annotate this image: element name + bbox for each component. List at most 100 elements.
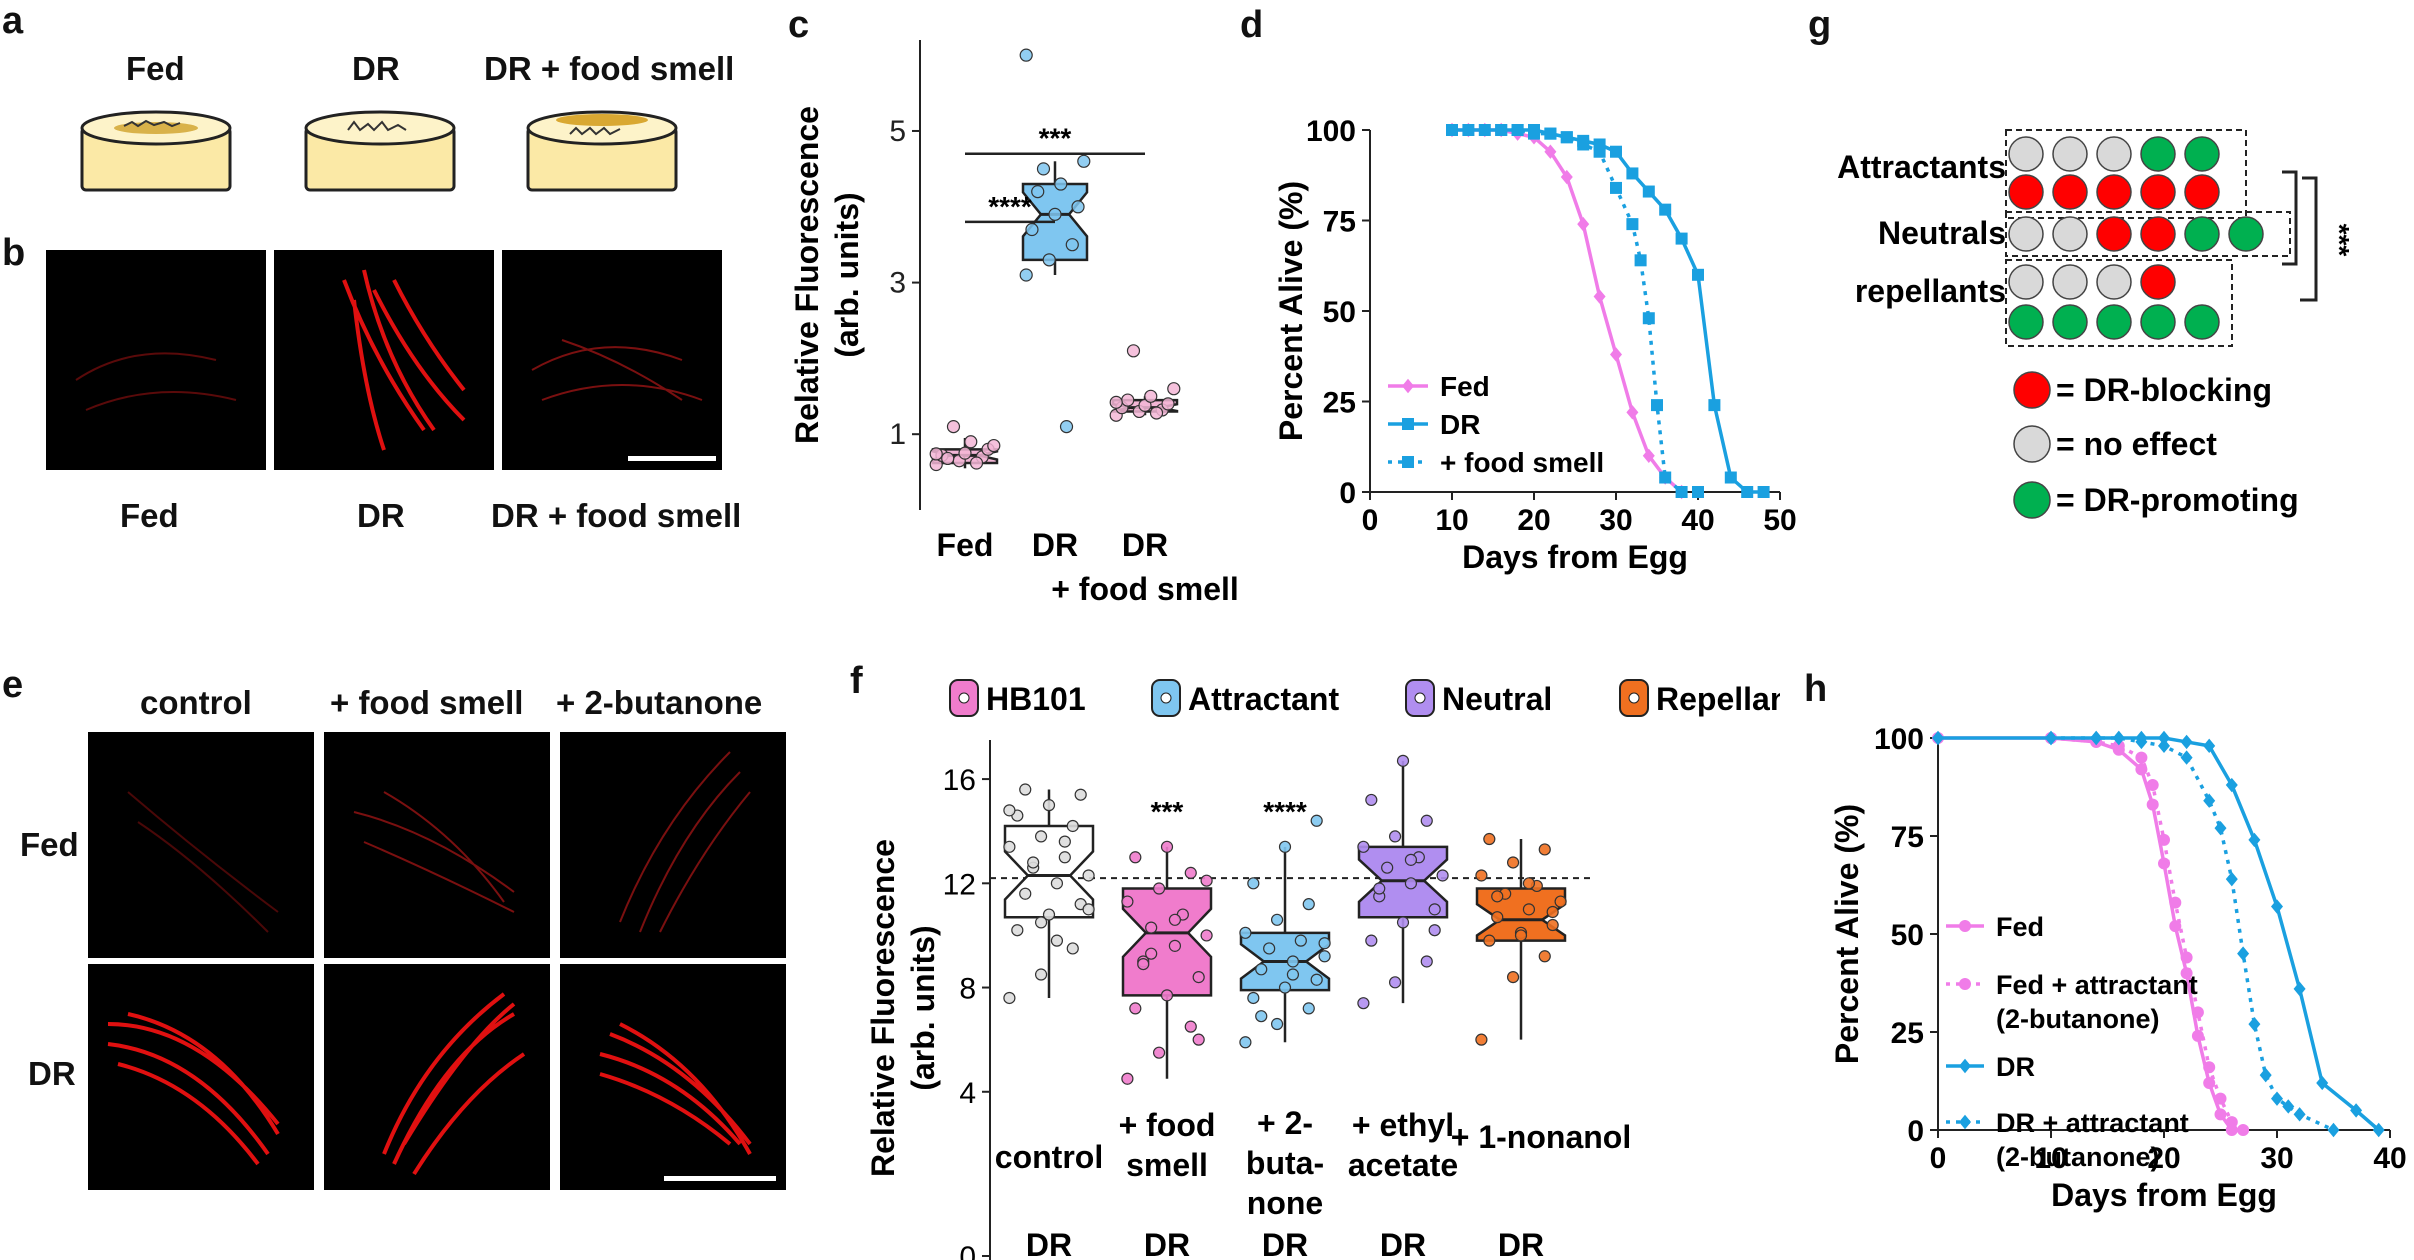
x-tick-label: 40: [2373, 1142, 2406, 1175]
effect-circle-green: [2184, 304, 2220, 340]
panel-label-f: f: [850, 660, 863, 702]
chart-f-boxplot: HB101 Attractant Neutral Repellant 0 4 8 12 16 Re…: [865, 679, 1780, 1260]
panel-g-summary: Attractants Neutrals repellants *** = DR-blo…: [1837, 129, 2355, 519]
legend-entry: Fed: [1946, 912, 2044, 942]
legend-dot: [958, 692, 970, 704]
micrograph-fed-2-butanone: [560, 732, 786, 958]
data-point: [1294, 934, 1307, 947]
y-tick-label: 3: [889, 267, 906, 300]
data-marker: [1560, 131, 1573, 144]
summary-grid: Attractants Neutrals repellants *** = DR-blo…: [1837, 129, 2355, 519]
significance-label: ****: [988, 191, 1032, 222]
data-marker: [1741, 486, 1754, 498]
y-tick-label: 0: [959, 1241, 976, 1260]
data-marker: [1495, 124, 1508, 136]
data-marker: [2214, 1092, 2227, 1105]
data-marker: [1577, 138, 1590, 151]
data-point: [1082, 903, 1095, 916]
data-point: [1168, 913, 1182, 926]
data-point: [1278, 981, 1292, 994]
data-point: [1059, 420, 1074, 434]
grid-row-label-dr: DR: [28, 1055, 76, 1092]
legend-label: = DR-blocking: [2056, 372, 2272, 408]
legend-label: Repellant: [1656, 681, 1780, 717]
data-point: [1270, 913, 1284, 926]
data-point: [1546, 905, 1559, 919]
x-tick-label: 50: [1763, 504, 1796, 537]
data-marker: [1577, 216, 1590, 232]
category-suffix: DR: [1498, 1227, 1544, 1260]
data-marker: [2135, 751, 2148, 764]
data-point: [1373, 882, 1386, 895]
data-point: [1071, 200, 1085, 214]
category-label: + 2-: [1257, 1105, 1313, 1141]
effect-circle-red: [2096, 216, 2132, 252]
data-point: [1144, 389, 1158, 403]
data-point: [1420, 814, 1433, 827]
data-point: [1066, 942, 1079, 955]
micrograph-label-fed: Fed: [120, 497, 179, 534]
legend-label: = DR-promoting: [2056, 482, 2299, 518]
data-marker: [1610, 347, 1622, 362]
data-point: [1137, 957, 1150, 971]
x-axis-label: Days from Egg: [2051, 1177, 2277, 1213]
y-tick-label: 75: [1891, 821, 1924, 854]
data-marker: [1932, 730, 1944, 746]
data-point: [1160, 989, 1174, 1002]
group-box-repellants: [2005, 259, 2233, 347]
significance-label: ***: [1039, 123, 1072, 154]
data-point: [1318, 950, 1331, 963]
data-marker: [2316, 1075, 2329, 1091]
data-point: [1365, 934, 1378, 947]
effect-circle-grey: [2008, 264, 2044, 300]
data-point: [1003, 804, 1016, 817]
data-marker: [2203, 1061, 2216, 1074]
data-marker: [2203, 738, 2216, 754]
grid-col-label-food-smell: + food smell: [330, 684, 524, 721]
data-point: [1042, 908, 1056, 921]
data-point: [1538, 843, 1551, 856]
box-fed: [929, 420, 1001, 472]
data-point: [1149, 406, 1164, 420]
data-marker: [2203, 1076, 2216, 1089]
data-point: [1310, 973, 1323, 986]
data-point: [1129, 851, 1142, 864]
legend-entry: = DR-blocking: [2013, 371, 2272, 409]
x-tick-label: 30: [1599, 504, 1632, 537]
legend-label: (2-butanone): [1996, 1004, 2159, 1034]
data-point: [1436, 869, 1449, 882]
significance-bracket-outer: [2300, 176, 2318, 302]
data-point: [1109, 395, 1123, 409]
data-point: [1396, 754, 1410, 767]
effect-circle-red: [2008, 174, 2044, 210]
box-dr-food-smell: [1109, 344, 1181, 422]
data-point: [1019, 887, 1032, 900]
legend-label: + food smell: [1440, 447, 1604, 478]
data-point: [1263, 942, 1276, 955]
data-marker: [1626, 167, 1639, 180]
data-point: [1318, 937, 1331, 950]
data-point: [1247, 991, 1260, 1005]
data-point: [1077, 154, 1091, 168]
y-tick-label: 1: [889, 418, 906, 451]
y-tick-label: 0: [1339, 477, 1356, 510]
data-marker: [1544, 127, 1557, 140]
data-marker: [1446, 124, 1458, 136]
data-marker: [1478, 124, 1491, 136]
legend-circle: [2013, 425, 2051, 463]
data-point: [1483, 832, 1496, 846]
group-box-neutrals: [2005, 211, 2291, 257]
y-tick-label: 100: [1874, 723, 1924, 756]
dish-label-dr-food-smell: DR + food smell: [484, 50, 735, 87]
data-marker: [2090, 730, 2103, 746]
data-point: [1310, 814, 1323, 827]
data-marker: [2327, 1122, 2340, 1138]
legend-entry: = no effect: [2013, 425, 2217, 463]
data-point: [1192, 971, 1205, 984]
data-marker: [1959, 920, 1971, 932]
legend-entry: DR: [1946, 1052, 2035, 1082]
data-marker: [1959, 1114, 1971, 1130]
category-label: DR: [1032, 527, 1078, 563]
data-point: [1365, 793, 1378, 807]
data-point: [1255, 1010, 1268, 1023]
